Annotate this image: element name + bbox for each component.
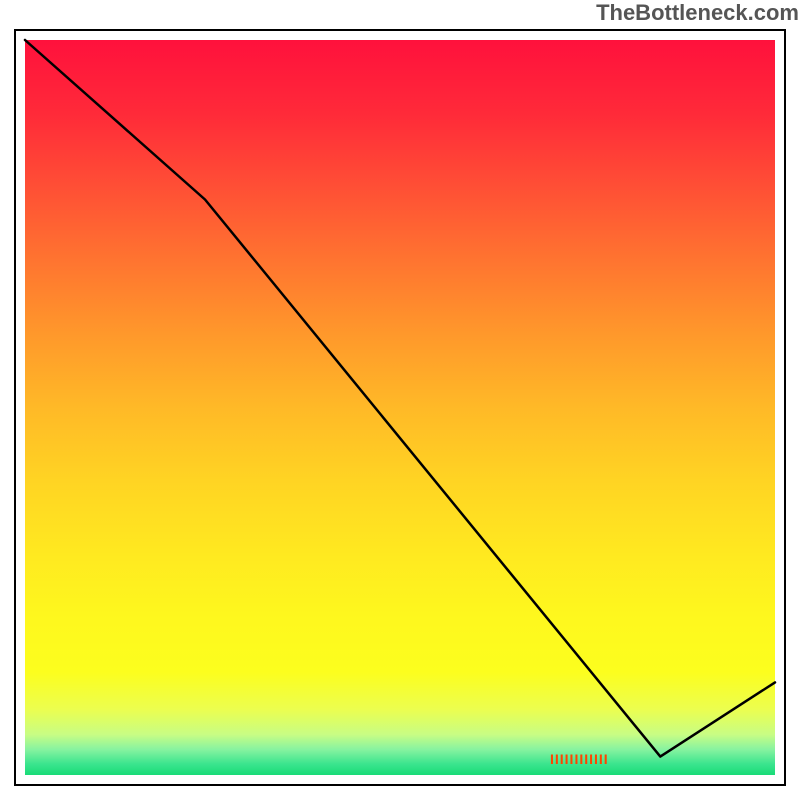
attribution-text: TheBottleneck.com [596,0,799,26]
chart-background-gradient [25,40,775,775]
xaxis-recommended-marker: IIIIIIIIIIII [550,751,609,767]
